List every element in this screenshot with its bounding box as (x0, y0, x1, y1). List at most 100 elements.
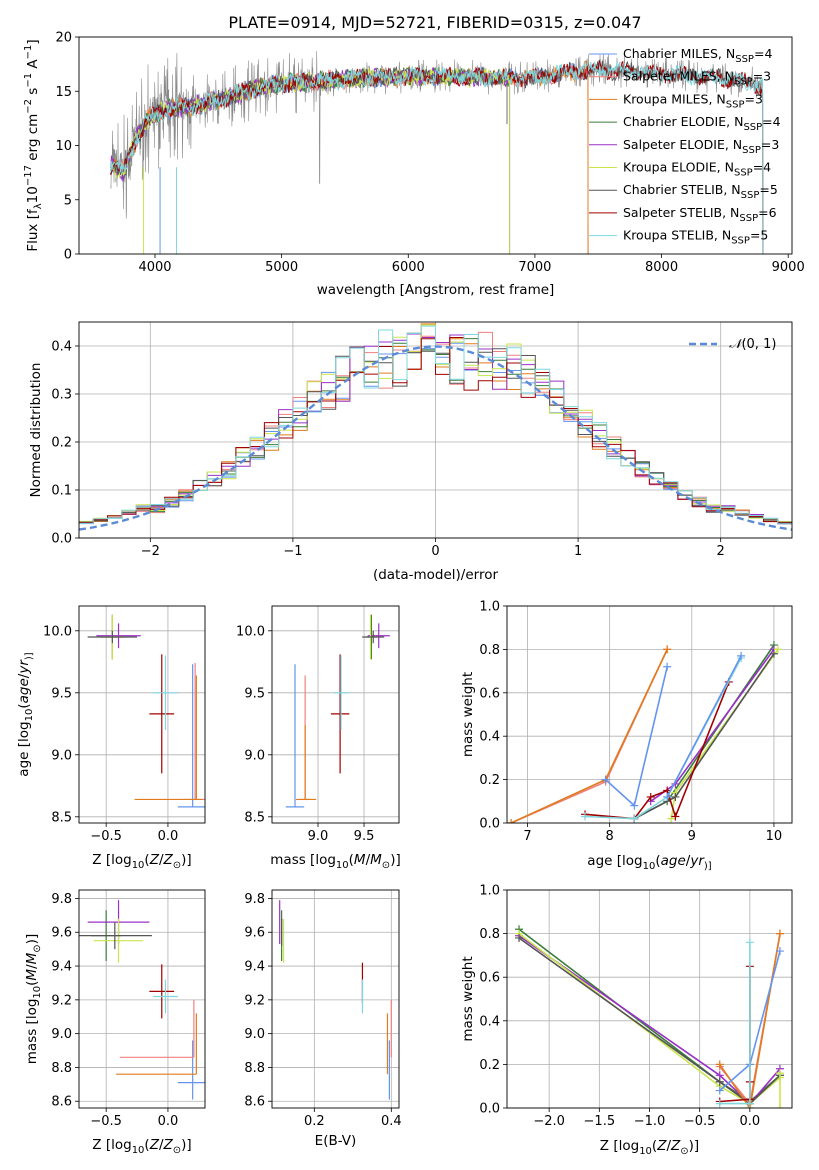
error-bar-point (93, 918, 144, 963)
error-bar-point (96, 623, 141, 649)
y-axis-label: mass weight (460, 956, 476, 1041)
plot-area (110, 51, 764, 254)
error-bar-point (177, 1040, 205, 1100)
error-bar-point (285, 664, 305, 808)
error-bar-point (295, 725, 317, 801)
panel-massweight_vs_Z: −2.0 −1.5 −1.0 −0.5 0.0 0.0 0.2 0.4 0.6 0.8 1.0 Z [… (460, 884, 793, 1157)
y-tick-label: 0.0 (51, 532, 72, 547)
x-tick-label: −2 (141, 544, 160, 559)
mass-weight-series (775, 1069, 784, 1108)
y-tick-label: 9.0 (51, 1027, 72, 1042)
y-tick-label: 8.6 (244, 1095, 265, 1110)
axes-frame (271, 889, 400, 1109)
y-tick-label: 9.0 (51, 748, 72, 763)
error-bar-point (149, 964, 175, 1019)
y-tick-label: 9.8 (244, 892, 265, 907)
x-tick-label: 0.0 (158, 829, 179, 844)
error-bar-point (362, 630, 385, 644)
series-marker (715, 1086, 724, 1095)
y-tick-label: 0.6 (479, 686, 500, 701)
residual-histogram (79, 332, 792, 527)
y-tick-label: 0.4 (51, 340, 72, 355)
series-marker (601, 775, 610, 784)
y-tick-label: 8.8 (51, 1061, 72, 1076)
y-tick-label: 8.6 (51, 1095, 72, 1110)
model-spectrum (110, 62, 589, 254)
error-bar-point (367, 623, 390, 649)
y-tick-label: 10.0 (43, 624, 72, 639)
panel-age_vs_Z: −0.5 0.0 8.5 9.0 9.5 10.0 Z [log10(Z/Z⊙)] age [… (16, 605, 206, 871)
x-tick-label: −1.5 (584, 1114, 616, 1129)
y-tick-label: 0.2 (51, 436, 72, 451)
axes-frame (506, 605, 793, 824)
y-tick-label: 9.5 (244, 686, 265, 701)
axes-frame (78, 605, 206, 824)
panel-residuals: −2 −1 0 1 2 0.0 0.1 0.2 0.3 0.4 𝒩(0, 1) (data-model… (28, 321, 793, 583)
x-axis-label: Z [log10(Z/Z⊙)] (92, 1137, 191, 1156)
y-tick-label: 9.8 (51, 892, 72, 907)
mass-weight-series (581, 677, 733, 823)
y-tick-label: 0.8 (479, 927, 500, 942)
y-tick-label: 0.2 (479, 1058, 500, 1073)
x-tick-label: 0.2 (304, 1114, 325, 1129)
y-axis-label: age [log10(age/yr)] (16, 652, 35, 776)
y-tick-label: 10 (55, 139, 72, 154)
y-axis-label: Normed distribution (28, 363, 44, 498)
series-marker (775, 1104, 784, 1108)
error-bar-point (153, 655, 178, 730)
y-tick-label: 8.8 (244, 1061, 265, 1076)
mass-weight-series (581, 654, 746, 823)
y-tick-label: 9.5 (51, 686, 72, 701)
series-marker (775, 929, 784, 938)
x-axis-label: age [log10(age/yr)] (587, 853, 711, 872)
legend-entry: Salpeter STELIB, NSSP=6 (623, 205, 777, 224)
x-tick-label: 2 (717, 544, 725, 559)
x-tick-label: 0.0 (740, 1114, 761, 1129)
y-tick-label: 0.4 (479, 730, 500, 745)
panel-massweight_vs_age: 7 8 9 10 0.0 0.2 0.4 0.6 0.8 1.0 age [log10(age/yr… (460, 600, 793, 872)
legend-entry: Salpeter ELODIE, NSSP=3 (623, 137, 779, 156)
x-tick-label: 7000 (518, 260, 551, 275)
model-spectrum (110, 66, 511, 254)
plot-area (507, 641, 783, 823)
series-marker (715, 1077, 724, 1086)
x-tick-label: 8000 (645, 260, 678, 275)
error-bar-point (333, 655, 349, 730)
y-tick-label: 8.5 (244, 810, 265, 825)
series-marker (671, 812, 680, 821)
y-tick-label: 9.4 (244, 960, 265, 975)
y-tick-label: 0.3 (51, 388, 72, 403)
y-tick-label: 9.6 (51, 926, 72, 941)
x-tick-label: 0.0 (158, 1114, 179, 1129)
series-line (518, 937, 781, 1105)
y-axis-label: mass weight (460, 672, 476, 757)
figure-title: PLATE=0914, MJD=52721, FIBERID=0315, z=0… (228, 13, 641, 32)
y-tick-label: 9.4 (51, 960, 72, 975)
series-line (666, 655, 742, 798)
y-tick-label: 20 (55, 31, 72, 46)
x-tick-label: 9.0 (308, 829, 329, 844)
error-bar-point (177, 664, 205, 808)
mass-weight-series (667, 645, 783, 823)
residual-histogram (79, 325, 792, 527)
y-axis-label: mass [log10(M/M⊙)] (24, 934, 43, 1064)
y-tick-label: 0.1 (51, 484, 72, 499)
mass-weight-series (715, 938, 754, 1108)
y-tick-label: 8.5 (51, 810, 72, 825)
y-tick-label: 10.0 (236, 624, 265, 639)
x-axis-label: mass [log10(M/M⊙)] (270, 852, 400, 871)
error-bar-point (87, 630, 138, 644)
y-tick-label: 1.0 (479, 884, 500, 899)
x-tick-label: 9000 (772, 260, 805, 275)
series-marker (715, 1099, 724, 1108)
x-tick-label: −1.0 (634, 1114, 666, 1129)
axes-frame (78, 889, 206, 1109)
x-tick-label: −2.0 (533, 1114, 565, 1129)
x-tick-label: 8 (606, 829, 614, 844)
error-bar-point (134, 675, 203, 801)
model-spectrum (110, 61, 764, 254)
series-marker (663, 645, 672, 654)
series-line (633, 644, 775, 820)
x-tick-label: 5000 (265, 260, 298, 275)
normal-curve (79, 345, 792, 531)
